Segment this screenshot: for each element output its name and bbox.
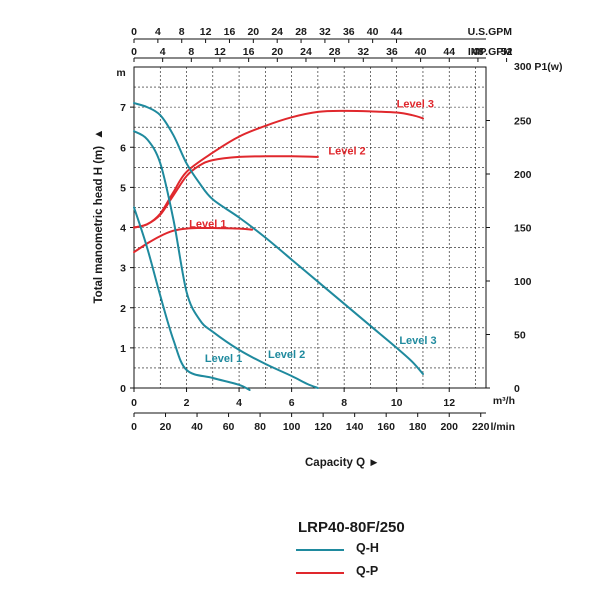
imp-gpm-tick: 28 bbox=[329, 46, 341, 58]
imp-gpm-tick: 24 bbox=[300, 46, 312, 58]
y-right-tick: 50 bbox=[514, 330, 526, 342]
qh-curve-level-3 bbox=[133, 102, 424, 375]
lmin-tick: 80 bbox=[254, 421, 266, 433]
y-right-top-label: 300 P1(w) bbox=[514, 61, 562, 73]
lmin-tick: 140 bbox=[346, 421, 364, 433]
y-right-tick: 150 bbox=[514, 223, 532, 235]
m3h-tick: 12 bbox=[443, 397, 455, 409]
imp-gpm-tick: 48 bbox=[472, 46, 484, 58]
curve-labels: Level 1 Level 2 Level 3 Level 1 Level 2 Level… bbox=[189, 99, 436, 365]
legend-item-qh: Q-H bbox=[296, 541, 416, 557]
lmin-tick: 220 bbox=[472, 421, 490, 433]
m3h-tick: 0 bbox=[131, 397, 137, 409]
grid-layer bbox=[134, 67, 486, 388]
lmin-tick: 20 bbox=[160, 421, 172, 433]
m3h-tick: 2 bbox=[184, 397, 190, 409]
imp-gpm-tick: 20 bbox=[271, 46, 283, 58]
qh-curve-level-2 bbox=[133, 130, 319, 389]
y-left-unit: m bbox=[116, 67, 125, 79]
us-gpm-tick: 36 bbox=[343, 26, 355, 38]
legend-title: LRP40-80F/250 bbox=[298, 519, 405, 536]
us-gpm-tick: 32 bbox=[319, 26, 331, 38]
x-axis-title: Capacity Q ► bbox=[305, 457, 380, 469]
lmin-tick: 120 bbox=[314, 421, 332, 433]
legend-label-qp: Q-P bbox=[356, 564, 379, 578]
lmin-tick: 180 bbox=[409, 421, 427, 433]
m3h-tick: 6 bbox=[289, 397, 295, 409]
imp-gpm-tick: 8 bbox=[188, 46, 194, 58]
y-left-tick: 5 bbox=[120, 182, 126, 194]
us-gpm-tick: 8 bbox=[179, 26, 185, 38]
m3h-tick: 8 bbox=[341, 397, 347, 409]
us-gpm-tick: 28 bbox=[295, 26, 307, 38]
imp-gpm-tick: 40 bbox=[415, 46, 427, 58]
us-gpm-tick: 24 bbox=[271, 26, 283, 38]
y-left-tick: 7 bbox=[120, 102, 126, 114]
y-left-tick: 1 bbox=[120, 343, 126, 355]
lmin-tick: 0 bbox=[131, 421, 137, 433]
y-left-tick: 0 bbox=[120, 383, 126, 395]
imp-gpm-tick: 12 bbox=[214, 46, 226, 58]
curves-layer bbox=[133, 102, 424, 391]
lmin-tick: 60 bbox=[223, 421, 235, 433]
us-gpm-tick: 44 bbox=[391, 26, 403, 38]
y-axis-title: Total manometric head H (m)▲ bbox=[93, 128, 105, 303]
legend-swatch-qp bbox=[296, 572, 344, 574]
m3h-tick: 4 bbox=[236, 397, 242, 409]
lmin-tick: 200 bbox=[440, 421, 458, 433]
us-gpm-tick: 20 bbox=[247, 26, 259, 38]
m3h-unit: m³/h bbox=[493, 395, 515, 407]
us-gpm-tick: 16 bbox=[224, 26, 236, 38]
y-left-tick: 2 bbox=[120, 303, 126, 315]
m3h-tick: 10 bbox=[391, 397, 403, 409]
qp-curve-level-1 bbox=[133, 226, 254, 254]
lmin-tick: 40 bbox=[191, 421, 203, 433]
imp-gpm-tick: 36 bbox=[386, 46, 398, 58]
qh-label-level-3: Level 3 bbox=[399, 335, 436, 347]
qp-label-level-3: Level 3 bbox=[397, 99, 434, 111]
lmin-tick: 100 bbox=[283, 421, 301, 433]
y-left-tick: 6 bbox=[120, 142, 126, 154]
y-right-tick: 0 bbox=[514, 383, 520, 395]
qp-curve-level-3 bbox=[133, 109, 424, 229]
y-right-tick: 100 bbox=[514, 276, 532, 288]
us-gpm-tick: 4 bbox=[155, 26, 161, 38]
us-gpm-unit: U.S.GPM bbox=[468, 26, 513, 38]
qh-label-level-2: Level 2 bbox=[268, 349, 305, 361]
imp-gpm-tick: 4 bbox=[160, 46, 166, 58]
imp-gpm-unit: IMP.GPM bbox=[468, 46, 512, 58]
us-gpm-tick: 12 bbox=[200, 26, 212, 38]
lmin-tick: 160 bbox=[377, 421, 395, 433]
legend-swatch-qh bbox=[296, 549, 344, 551]
us-gpm-tick: 40 bbox=[367, 26, 379, 38]
qp-label-level-2: Level 2 bbox=[328, 146, 365, 158]
y-right-tick: 250 bbox=[514, 116, 532, 128]
y-left-tick: 3 bbox=[120, 263, 126, 275]
imp-gpm-tick: 0 bbox=[131, 46, 137, 58]
imp-gpm-tick: 16 bbox=[243, 46, 255, 58]
imp-gpm-tick: 52 bbox=[501, 46, 513, 58]
lmin-unit: l/min bbox=[490, 421, 515, 433]
y-right-tick: 200 bbox=[514, 169, 532, 181]
imp-gpm-tick: 44 bbox=[443, 46, 455, 58]
legend-item-qp: Q-P bbox=[296, 564, 416, 580]
qp-label-level-1: Level 1 bbox=[189, 219, 226, 231]
legend-label-qh: Q-H bbox=[356, 541, 379, 555]
qh-curve-level-1 bbox=[133, 206, 251, 391]
us-gpm-tick: 0 bbox=[131, 26, 137, 38]
y-left-tick: 4 bbox=[120, 223, 126, 235]
qh-label-level-1: Level 1 bbox=[205, 353, 242, 365]
imp-gpm-tick: 32 bbox=[357, 46, 369, 58]
